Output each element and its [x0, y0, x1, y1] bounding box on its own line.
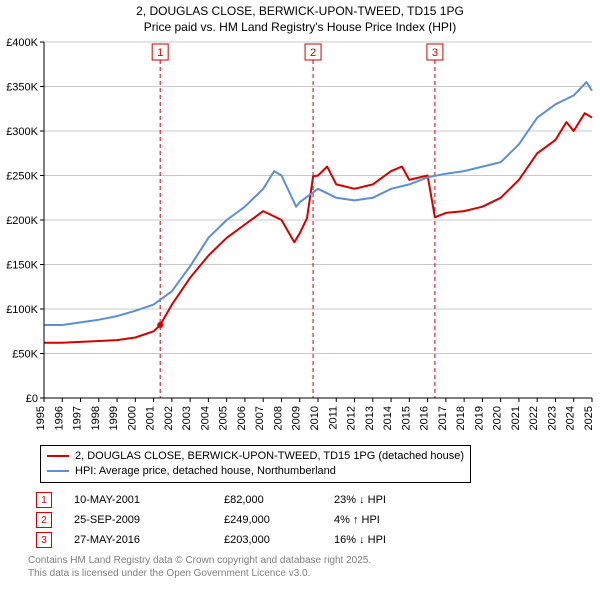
event-date: 25-SEP-2009 — [74, 514, 224, 526]
event-diff: 16% ↓ HPI — [334, 534, 444, 546]
x-tick-label: 2009 — [291, 406, 303, 430]
event-row: 3 27-MAY-2016£203,00016% ↓ HPI — [26, 530, 444, 550]
event-table: 1 10-MAY-2001£82,00023% ↓ HPI 2 25-SEP-2009… — [26, 490, 444, 550]
event-diff: 23% ↓ HPI — [334, 494, 444, 506]
x-tick-label: 2025 — [583, 406, 595, 430]
event-marker-number: 2 — [310, 47, 316, 59]
legend-label: HPI: Average price, detached house, Nort… — [75, 464, 336, 479]
x-tick-label: 2017 — [437, 406, 449, 430]
y-tick-label: £300K — [6, 126, 38, 138]
footer-line-1: Contains HM Land Registry data © Crown c… — [28, 555, 371, 568]
chart-title: 2, DOUGLAS CLOSE, BERWICK-UPON-TWEED, TD… — [0, 0, 600, 35]
footer-attribution: Contains HM Land Registry data © Crown c… — [28, 555, 371, 580]
y-tick-label: £400K — [6, 38, 38, 49]
x-tick-label: 2013 — [364, 406, 376, 430]
chart-bg — [0, 38, 600, 438]
legend: 2, DOUGLAS CLOSE, BERWICK-UPON-TWEED, TD… — [40, 445, 471, 483]
chart-area: £0 £50K £100K £150K £200K £250K £300K £350K £400… — [0, 38, 600, 438]
page: 2, DOUGLAS CLOSE, BERWICK-UPON-TWEED, TD… — [0, 0, 600, 590]
event-number-box: 1 — [36, 492, 52, 508]
x-tick-label: 1997 — [72, 406, 84, 430]
event-marker-number: 1 — [157, 47, 163, 59]
y-tick-label: £250K — [6, 171, 38, 183]
title-line-1: 2, DOUGLAS CLOSE, BERWICK-UPON-TWEED, TD… — [0, 4, 600, 20]
event-price: £203,000 — [224, 534, 334, 546]
x-tick-label: 1996 — [53, 406, 65, 430]
x-tick-label: 2004 — [199, 406, 211, 430]
x-tick-label: 2007 — [254, 406, 266, 430]
legend-item: HPI: Average price, detached house, Nort… — [47, 464, 464, 479]
x-tick-label: 2002 — [163, 406, 175, 430]
legend-swatch — [47, 455, 69, 457]
x-tick-label: 2001 — [145, 406, 157, 430]
x-tick-label: 1999 — [108, 406, 120, 430]
event-row: 1 10-MAY-2001£82,00023% ↓ HPI — [26, 490, 444, 510]
line-chart: £0 £50K £100K £150K £200K £250K £300K £350K £400… — [0, 38, 600, 438]
event-point — [157, 322, 163, 328]
x-tick-label: 2018 — [455, 406, 467, 430]
x-tick-label: 2023 — [546, 406, 558, 430]
event-row: 2 25-SEP-2009£249,0004% ↑ HPI — [26, 510, 444, 530]
x-tick-label: 2019 — [473, 406, 485, 430]
x-tick-label: 2006 — [236, 406, 248, 430]
event-number-box: 3 — [36, 532, 52, 548]
x-tick-label: 2015 — [400, 406, 412, 430]
event-price: £82,000 — [224, 494, 334, 506]
x-tick-label: 2005 — [218, 406, 230, 430]
footer-line-2: This data is licensed under the Open Gov… — [28, 568, 371, 581]
x-tick-label: 2016 — [419, 406, 431, 430]
x-tick-label: 2003 — [181, 406, 193, 430]
x-tick-label: 2021 — [510, 406, 522, 430]
x-tick-label: 2020 — [492, 406, 504, 430]
legend-label: 2, DOUGLAS CLOSE, BERWICK-UPON-TWEED, TD… — [75, 449, 464, 464]
x-tick-label: 2022 — [528, 406, 540, 430]
x-tick-label: 1995 — [35, 406, 47, 430]
y-tick-label: £100K — [6, 304, 38, 316]
x-tick-label: 1998 — [90, 406, 102, 430]
x-tick-label: 2012 — [346, 406, 358, 430]
event-diff: 4% ↑ HPI — [334, 514, 444, 526]
x-tick-label: 2014 — [382, 406, 394, 430]
y-tick-label: £0 — [26, 393, 38, 405]
event-marker-number: 3 — [432, 47, 438, 59]
event-date: 10-MAY-2001 — [74, 494, 224, 506]
x-tick-label: 2024 — [565, 406, 577, 430]
y-tick-label: £150K — [6, 260, 38, 272]
x-tick-label: 2010 — [309, 406, 321, 430]
event-price: £249,000 — [224, 514, 334, 526]
legend-swatch — [47, 470, 69, 472]
title-line-2: Price paid vs. HM Land Registry's House … — [0, 20, 600, 36]
x-tick-label: 2000 — [126, 406, 138, 430]
y-tick-label: £350K — [6, 82, 38, 94]
event-number-box: 2 — [36, 512, 52, 528]
y-tick-label: £50K — [12, 349, 38, 361]
x-tick-label: 2011 — [327, 406, 339, 430]
y-tick-label: £200K — [6, 215, 38, 227]
x-tick-label: 2008 — [272, 406, 284, 430]
event-date: 27-MAY-2016 — [74, 534, 224, 546]
legend-item: 2, DOUGLAS CLOSE, BERWICK-UPON-TWEED, TD… — [47, 449, 464, 464]
